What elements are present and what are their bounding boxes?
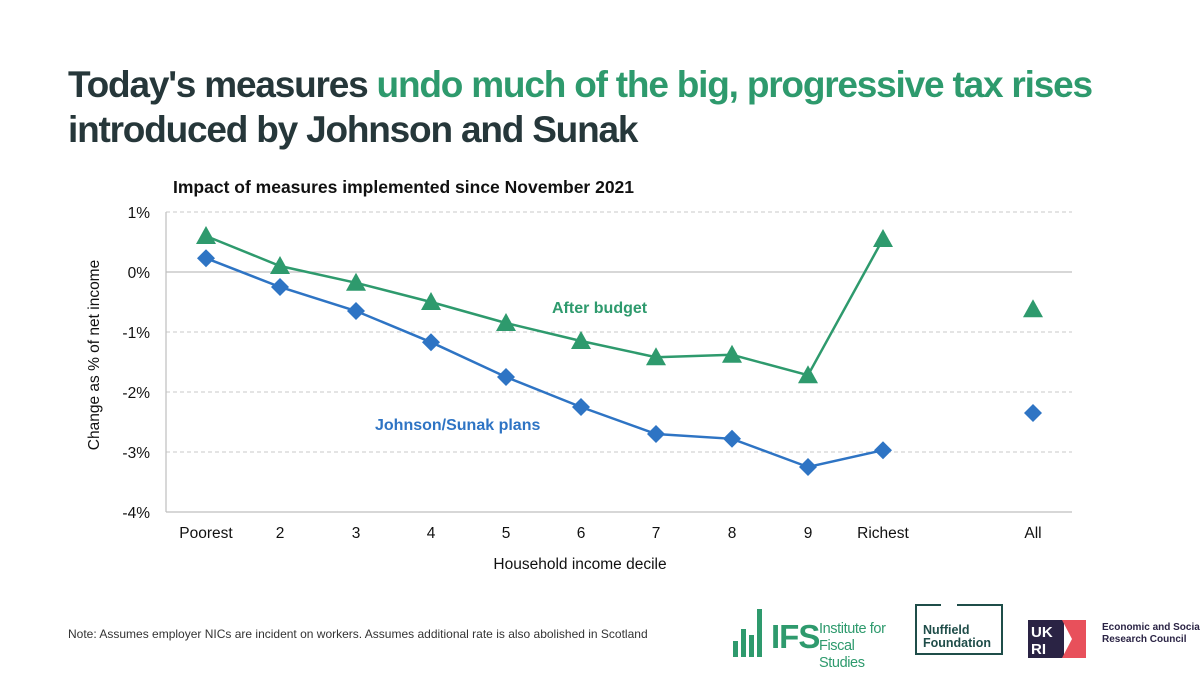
headline-part2: introduced by Johnson and Sunak [68, 109, 638, 150]
after-budget-point [1023, 299, 1043, 318]
y-tick-label: -4% [122, 505, 150, 522]
series-line-1 [205, 234, 885, 377]
x-tick-label: Poorest [179, 525, 233, 542]
johnson-sunak-point [422, 333, 440, 352]
x-tick-label: 9 [804, 525, 813, 542]
x-tick-label: 3 [352, 525, 361, 542]
after-budget-point [496, 313, 516, 331]
johnson-sunak-point [647, 425, 665, 443]
y-tick-label: -2% [122, 385, 150, 402]
johnson-sunak-point [347, 302, 365, 320]
after-budget-point [270, 256, 290, 274]
after-budget-point [571, 331, 591, 349]
y-tick-label: -1% [122, 325, 150, 342]
ukri-mark-bottom: RI [1031, 641, 1046, 658]
chart-title: Impact of measures implemented since Nov… [173, 177, 635, 197]
ifs-bars-icon [733, 609, 762, 657]
after-budget-point [873, 229, 893, 247]
footnote: Note: Assumes employer NICs are incident… [68, 627, 648, 641]
johnson-sunak-point [197, 249, 215, 268]
y-tick-label: 0% [128, 265, 151, 282]
nuffield-frame-right [957, 604, 1003, 606]
x-tick-label: 7 [652, 525, 661, 542]
headline-highlight: undo much of the big, progressive tax ri… [376, 64, 1093, 105]
series-label-after-budget: After budget [552, 300, 648, 317]
after-budget-point [798, 365, 818, 384]
after-budget-point [346, 272, 366, 291]
y-tick-label: -3% [122, 445, 150, 462]
y-axis-title: Change as % of net income [86, 260, 103, 450]
y-tick-label: 1% [128, 205, 151, 222]
nuffield-name: Nuffield Foundation [923, 623, 992, 650]
x-tick-label: 5 [502, 525, 511, 542]
ifs-logo: IFS Institute for Fiscal Studies [733, 607, 903, 671]
ukri-mark-top: UK [1031, 624, 1053, 641]
after-budget-point [646, 347, 666, 366]
johnson-sunak-point [723, 429, 741, 448]
line-chart: 1% 0% -1% -2% -3% -4% Poorest 2 3 4 5 6 7 8 9 Richest Al… [86, 205, 1072, 573]
x-axis-title: Household income decile [493, 556, 666, 573]
johnson-sunak-point [799, 458, 817, 476]
series-label-johnson-sunak: Johnson/Sunak plans [375, 417, 540, 434]
series-line-2 [205, 257, 884, 469]
x-tick-label: All [1024, 525, 1041, 542]
ifs-name: Institute for Fiscal Studies [819, 621, 886, 671]
x-tick-label: 6 [577, 525, 586, 542]
johnson-sunak-point [271, 278, 289, 296]
headline: Today's measures undo much of the big, p… [68, 62, 1168, 152]
x-tick-label: Richest [857, 525, 909, 542]
johnson-sunak-point [497, 368, 515, 386]
ukri-logo: UK RI [1028, 620, 1086, 658]
johnson-sunak-point [572, 398, 590, 416]
x-tick-label: 8 [728, 525, 737, 542]
after-budget-point [722, 344, 742, 363]
johnson-sunak-point [874, 441, 892, 460]
x-tick-label: 4 [427, 525, 436, 542]
johnson-sunak-point [1024, 404, 1042, 422]
headline-part1: Today's measures [68, 64, 377, 105]
esrc-name: Economic and Social Research Council [1102, 622, 1200, 645]
after-budget-point [421, 292, 441, 310]
x-tick-label: 2 [276, 525, 285, 542]
ifs-acronym: IFS [771, 618, 820, 655]
nuffield-logo: Nuffield Foundation [915, 604, 1003, 655]
after-budget-point [196, 226, 216, 244]
nuffield-frame-left [915, 604, 941, 606]
